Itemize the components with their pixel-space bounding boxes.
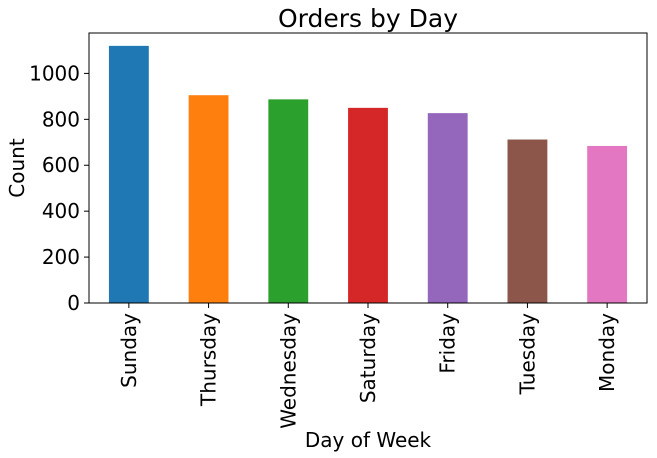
y-tick-label: 0 xyxy=(67,291,80,315)
x-tick-label-saturday: Saturday xyxy=(356,313,380,403)
x-axis-ticks: Sunday Thursday Wednesday Saturday Friday Tue… xyxy=(117,303,619,429)
x-tick-label-tuesday: Tuesday xyxy=(515,313,539,396)
y-tick-label: 400 xyxy=(42,199,80,223)
x-tick-label-thursday: Thursday xyxy=(197,313,221,407)
bar-thursday xyxy=(188,95,229,303)
bars xyxy=(108,45,628,303)
bar-sunday xyxy=(108,45,149,303)
y-tick-label: 200 xyxy=(42,245,80,269)
x-axis-label: Day of Week xyxy=(305,428,432,452)
x-tick-label-friday: Friday xyxy=(436,313,460,374)
bar-monday xyxy=(587,145,628,303)
plot-frame xyxy=(88,32,648,304)
bar-friday xyxy=(427,113,468,303)
y-tick-label: 1000 xyxy=(29,61,80,85)
bar-wednesday xyxy=(268,99,309,303)
x-tick-label-sunday: Sunday xyxy=(117,313,141,388)
chart-title: Orders by Day xyxy=(278,4,458,33)
bar-saturday xyxy=(348,107,388,303)
y-tick-label: 800 xyxy=(42,107,80,131)
y-axis-ticks: 0 200 400 600 800 1000 xyxy=(29,61,89,315)
x-tick-label-wednesday: Wednesday xyxy=(276,313,300,429)
x-tick-label-monday: Monday xyxy=(595,313,619,392)
y-axis-label: Count xyxy=(5,138,29,198)
y-tick-label: 600 xyxy=(42,153,80,177)
bar-tuesday xyxy=(507,139,548,303)
